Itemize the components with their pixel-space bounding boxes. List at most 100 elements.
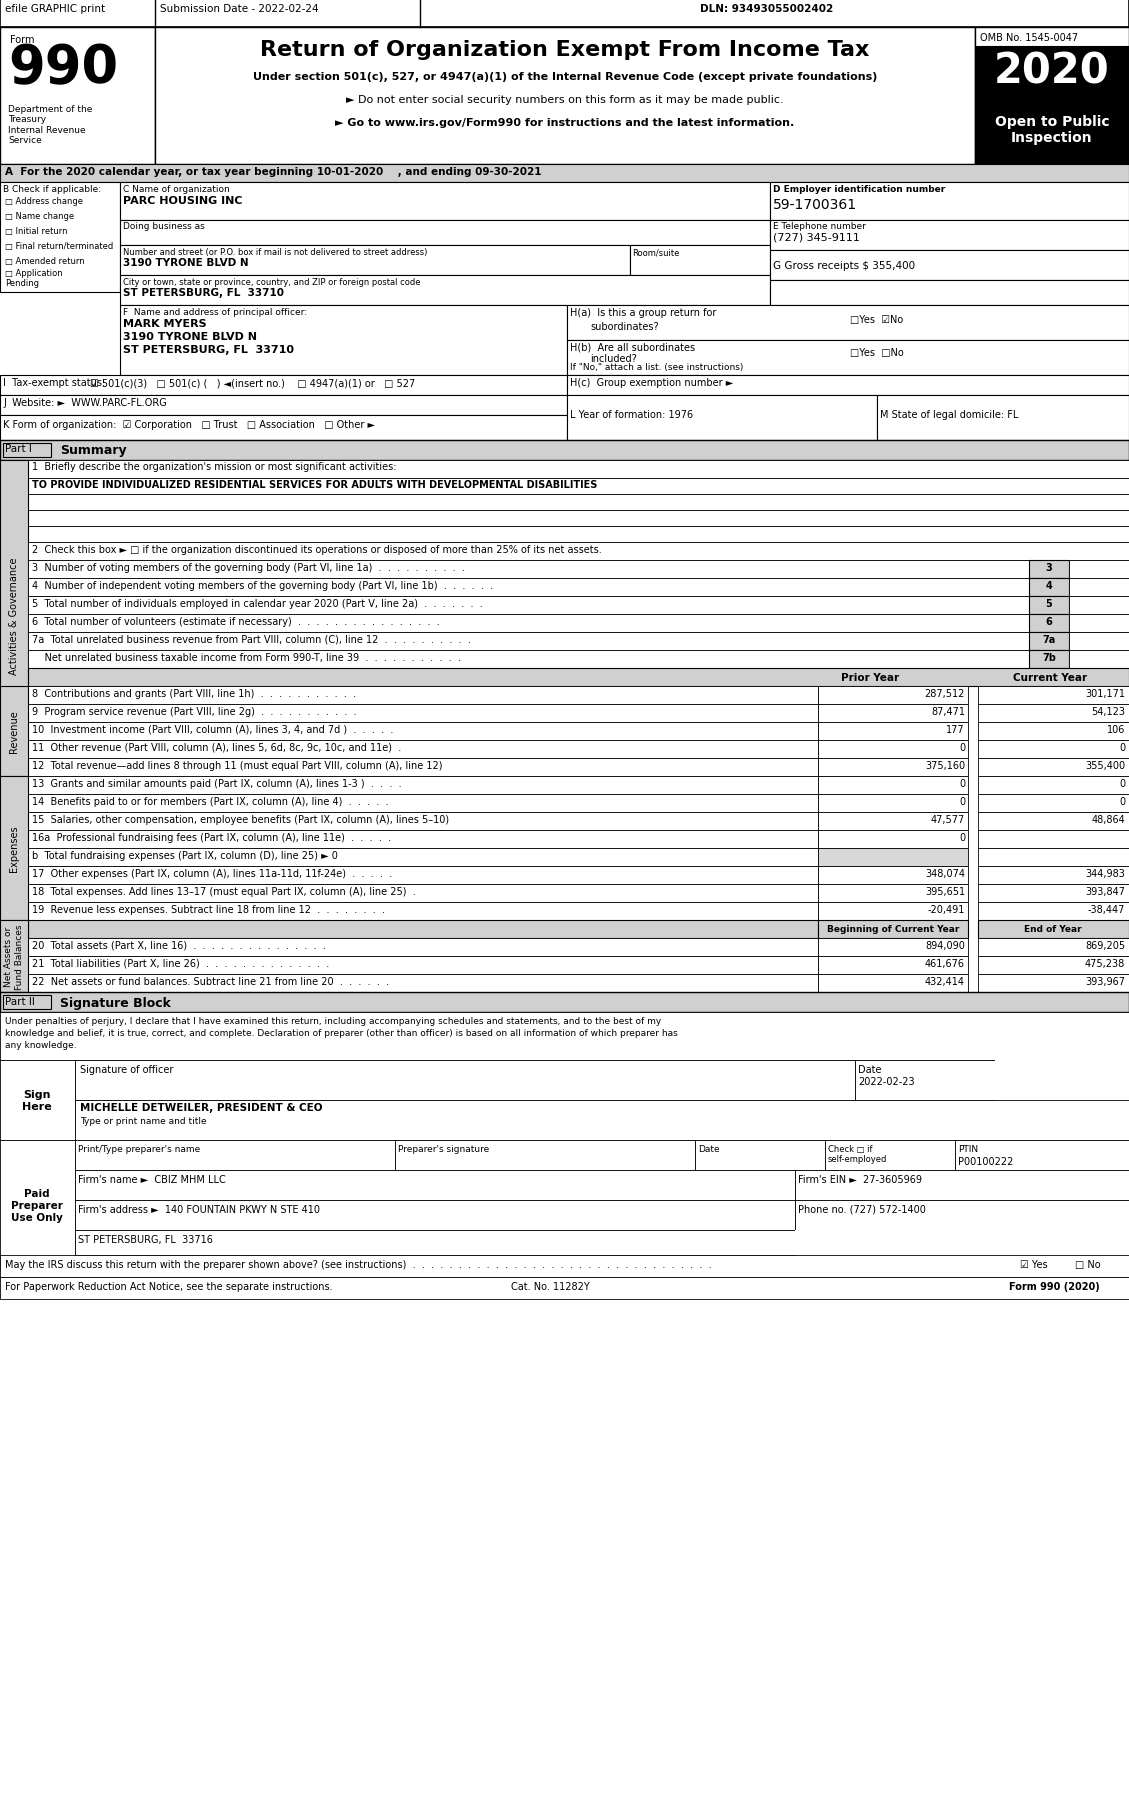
Bar (819, 759, 968, 777)
Text: 3190 TYRONE BLVD N: 3190 TYRONE BLVD N (123, 332, 257, 342)
Text: If "No," attach a list. (see instructions): If "No," attach a list. (see instruction… (570, 363, 743, 372)
Text: 22  Net assets or fund balances. Subtract line 21 from line 20  .  .  .  .  .  .: 22 Net assets or fund balances. Subtract… (32, 976, 390, 987)
Text: ► Do not enter social security numbers on this form as it may be made public.: ► Do not enter social security numbers o… (347, 96, 784, 105)
Bar (28, 651, 1029, 669)
Bar (28, 560, 1029, 578)
Bar (1069, 578, 1129, 596)
Bar (0, 777, 28, 920)
Text: Net unrelated business taxable income from Form 990-T, line 39  .  .  .  .  .  .: Net unrelated business taxable income fr… (32, 652, 461, 663)
Text: 0: 0 (959, 797, 965, 806)
Text: Current Year: Current Year (1013, 672, 1087, 683)
Text: 894,090: 894,090 (925, 940, 965, 950)
Text: 15  Salaries, other compensation, employee benefits (Part IX, column (A), lines : 15 Salaries, other compensation, employe… (32, 815, 449, 824)
Text: □ No: □ No (1075, 1259, 1101, 1269)
Bar (1029, 596, 1069, 614)
Bar (0, 164, 1129, 183)
Bar (155, 27, 975, 164)
Text: ST PETERSBURG, FL  33710: ST PETERSBURG, FL 33710 (123, 287, 285, 298)
Bar (28, 902, 819, 920)
Bar (978, 956, 1129, 974)
Bar (795, 1200, 1129, 1231)
Bar (75, 1061, 855, 1100)
Text: 0: 0 (1119, 797, 1124, 806)
Text: ► Go to www.irs.gov/Form990 for instructions and the latest information.: ► Go to www.irs.gov/Form990 for instruct… (335, 117, 795, 128)
Text: □ Name change: □ Name change (5, 211, 75, 220)
Bar (978, 759, 1129, 777)
Text: 461,676: 461,676 (925, 958, 965, 969)
Bar (630, 246, 770, 276)
Bar (978, 938, 1129, 956)
Text: Prior Year: Prior Year (841, 672, 899, 683)
Bar (75, 1231, 795, 1256)
Bar (567, 396, 877, 441)
Bar (567, 376, 1129, 396)
Text: Signature Block: Signature Block (60, 996, 170, 1010)
Text: 2020: 2020 (995, 51, 1110, 92)
Bar (819, 705, 968, 723)
Text: 7b: 7b (1042, 652, 1056, 663)
Text: Revenue: Revenue (9, 710, 19, 754)
Text: -38,447: -38,447 (1087, 905, 1124, 914)
Bar (28, 867, 819, 884)
Bar (770, 280, 1129, 305)
Text: ST PETERSBURG, FL  33710: ST PETERSBURG, FL 33710 (123, 345, 294, 354)
Text: Paid
Preparer
Use Only: Paid Preparer Use Only (11, 1189, 63, 1222)
Bar (1069, 596, 1129, 614)
Bar (28, 795, 819, 813)
Bar (770, 220, 1129, 251)
Text: City or town, state or province, country, and ZIP or foreign postal code: City or town, state or province, country… (123, 278, 420, 287)
Bar (819, 938, 968, 956)
Bar (819, 741, 968, 759)
Text: 348,074: 348,074 (925, 869, 965, 878)
Bar (120, 183, 770, 220)
Text: Date: Date (698, 1144, 719, 1153)
Bar (0, 416, 567, 441)
Text: □Yes  □No: □Yes □No (850, 347, 903, 358)
Text: 4  Number of independent voting members of the governing body (Part VI, line 1b): 4 Number of independent voting members o… (32, 580, 493, 591)
Text: Sign
Here: Sign Here (23, 1090, 52, 1111)
Bar (978, 741, 1129, 759)
Text: Beginning of Current Year: Beginning of Current Year (826, 925, 960, 934)
Text: J  Website: ►  WWW.PARC-FL.ORG: J Website: ► WWW.PARC-FL.ORG (3, 398, 167, 408)
Bar (0, 461, 28, 770)
Bar (1029, 632, 1069, 651)
Bar (75, 1100, 1129, 1140)
Text: knowledge and belief, it is true, correct, and complete. Declaration of preparer: knowledge and belief, it is true, correc… (5, 1028, 677, 1037)
Text: 10  Investment income (Part VIII, column (A), lines 3, 4, and 7d )  .  .  .  .  : 10 Investment income (Part VIII, column … (32, 725, 393, 735)
Bar (1029, 578, 1069, 596)
Bar (120, 276, 770, 305)
Text: Return of Organization Exempt From Income Tax: Return of Organization Exempt From Incom… (261, 40, 869, 60)
Text: 13  Grants and similar amounts paid (Part IX, column (A), lines 1-3 )  .  .  .  : 13 Grants and similar amounts paid (Part… (32, 779, 402, 788)
Bar (395, 1140, 695, 1171)
Bar (0, 1140, 75, 1270)
Bar (819, 974, 968, 992)
Text: PARC HOUSING INC: PARC HOUSING INC (123, 195, 243, 206)
Text: Activities & Governance: Activities & Governance (9, 557, 19, 674)
Bar (1069, 651, 1129, 669)
Bar (819, 884, 968, 902)
Text: Form: Form (10, 34, 35, 45)
Bar (978, 687, 1129, 705)
Bar (819, 867, 968, 884)
Text: 87,471: 87,471 (931, 707, 965, 717)
Bar (0, 376, 567, 396)
Bar (975, 47, 1129, 107)
Text: 59-1700361: 59-1700361 (773, 199, 857, 211)
Text: □ Application
Pending: □ Application Pending (5, 269, 62, 289)
Text: 375,160: 375,160 (925, 761, 965, 770)
Text: 4: 4 (1045, 580, 1052, 591)
Bar (978, 849, 1129, 867)
Text: K Form of organization:  ☑ Corporation   □ Trust   □ Association   □ Other ►: K Form of organization: ☑ Corporation □ … (3, 419, 375, 430)
Text: □Yes  ☑No: □Yes ☑No (850, 314, 903, 325)
Text: b  Total fundraising expenses (Part IX, column (D), line 25) ► 0: b Total fundraising expenses (Part IX, c… (32, 851, 338, 860)
Bar (978, 920, 1129, 938)
Text: 0: 0 (1119, 779, 1124, 788)
Text: □ Initial return: □ Initial return (5, 228, 68, 237)
Bar (28, 777, 819, 795)
Bar (995, 1061, 1129, 1100)
Text: 2022-02-23: 2022-02-23 (858, 1077, 914, 1086)
Bar (567, 342, 1129, 376)
Bar (0, 1012, 1129, 1061)
Bar (819, 723, 968, 741)
Text: Firm's name ►  CBIZ MHM LLC: Firm's name ► CBIZ MHM LLC (78, 1175, 226, 1184)
